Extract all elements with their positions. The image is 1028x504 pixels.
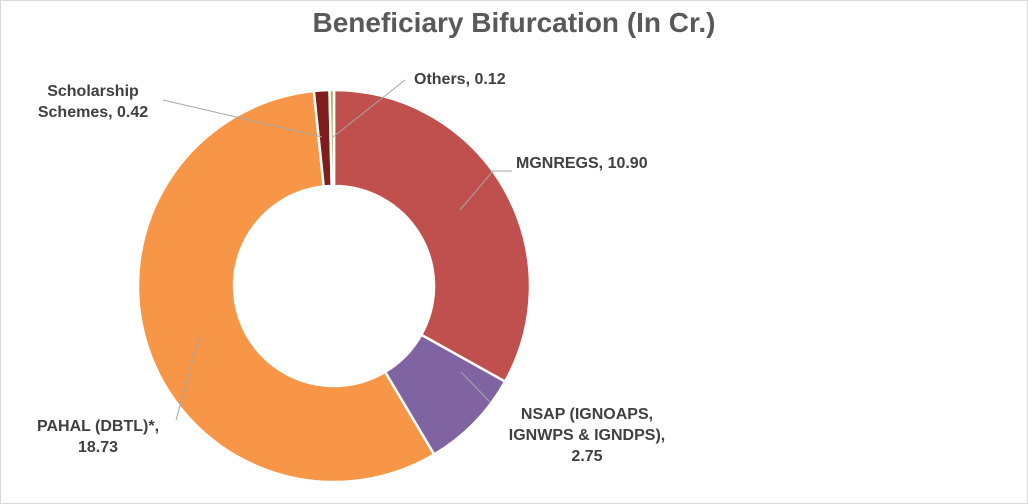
data-label: MGNREGS, 10.90	[516, 155, 648, 172]
chart-title: Beneficiary Bifurcation (In Cr.)	[312, 7, 716, 38]
slice-mgnregs	[332, 88, 532, 384]
data-label: Scholarship Schemes, 0.42	[38, 83, 148, 121]
leader-line	[459, 170, 512, 211]
data-label: NSAP (IGNOAPS, IGNWPS & IGNDPS), 2.75	[509, 406, 665, 465]
leader-line	[332, 79, 406, 138]
leader-lines	[162, 79, 512, 421]
leader-line	[460, 371, 491, 403]
slice-others	[328, 88, 336, 188]
data-label: PAHAL (DBTL)*, 18.73	[37, 418, 159, 456]
slice-pahal-dbtl	[136, 89, 436, 484]
data-label: Others, 0.12	[414, 71, 506, 88]
donut-slices	[136, 88, 532, 484]
data-labels: MGNREGS, 10.90 NSAP (IGNOAPS, IGNWPS & IGN…	[37, 71, 665, 465]
leader-line	[162, 99, 323, 138]
leader-line	[175, 333, 201, 421]
